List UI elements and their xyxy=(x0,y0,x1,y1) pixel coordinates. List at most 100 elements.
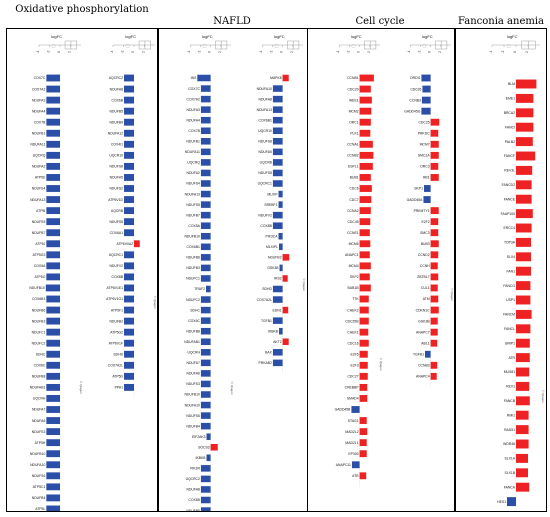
gene-label: ATP6V0A2 xyxy=(116,242,133,246)
bar xyxy=(421,107,431,115)
bar xyxy=(516,482,530,492)
bar xyxy=(516,281,531,291)
gene-label: NDUFS5 xyxy=(186,203,200,207)
gene-label: COX7B xyxy=(188,129,200,133)
gene-label: NDUFS8 xyxy=(258,140,272,144)
axis-label-logfc: logFC xyxy=(51,34,62,39)
gene-label: E2F3 xyxy=(350,364,358,368)
bar xyxy=(516,324,531,334)
bar xyxy=(46,372,60,380)
bar xyxy=(430,295,439,303)
bar xyxy=(359,317,369,325)
gene-label: NDUFV2 xyxy=(109,264,123,268)
bar xyxy=(200,254,211,261)
gene-label: COX6B1 xyxy=(259,118,272,122)
axis-tick-label: 0 xyxy=(357,51,361,53)
bar xyxy=(46,472,60,480)
gene-label: UQCRC1 xyxy=(109,253,123,257)
gene-label: CREBBP xyxy=(345,386,360,390)
bar xyxy=(516,367,530,377)
bar xyxy=(516,468,528,478)
gene-label: NDUFB10 xyxy=(184,234,200,238)
bar xyxy=(282,338,289,346)
bar xyxy=(200,507,211,511)
bar xyxy=(46,273,60,281)
gene-label: COX7A2 xyxy=(32,87,45,91)
gene-label: FANCL xyxy=(504,327,515,331)
gene-label: NDUFA8 xyxy=(187,488,200,492)
bar xyxy=(430,262,438,270)
gene-label: NDUFB5 xyxy=(109,109,123,113)
bar xyxy=(272,138,283,145)
gene-label: EP300 xyxy=(348,452,358,456)
bar xyxy=(46,96,60,104)
bar xyxy=(351,406,360,413)
bar xyxy=(272,317,283,324)
bar xyxy=(200,127,211,135)
gene-label: NDUFA6 xyxy=(187,372,200,376)
bar xyxy=(200,264,211,272)
gene-label: NDUFB3 xyxy=(32,319,46,323)
bar xyxy=(516,180,532,190)
bar xyxy=(516,453,528,463)
gene-label: ATP5O xyxy=(34,275,45,279)
gene-label: GSK3B xyxy=(418,319,430,323)
bar xyxy=(200,95,211,103)
axis-tick-label: -2 xyxy=(501,50,505,53)
gene-label: ATP5F1 xyxy=(111,308,123,312)
chart-cell-cycle: logFC -4 -2 0 2 CCNB1 CDC20 WEE1 MCM2 ORC1 PLK1 CCN… xyxy=(335,34,454,487)
gene-label: NDUFA13 xyxy=(185,192,200,196)
bar xyxy=(516,381,530,391)
gene-label: ATP6V1D xyxy=(108,198,123,202)
bar xyxy=(124,96,134,104)
bar xyxy=(359,262,371,270)
bar xyxy=(46,262,60,270)
bar xyxy=(516,295,531,305)
bar xyxy=(359,85,371,93)
gene-label: MUS81 xyxy=(504,370,515,374)
gene-label: ABL1 xyxy=(421,341,429,345)
gene-label: COX6C xyxy=(188,319,200,323)
bar xyxy=(200,327,211,335)
gene-label: SMC1A xyxy=(418,154,430,158)
bar xyxy=(272,180,283,187)
gene-label: SDHC xyxy=(36,352,46,356)
bar xyxy=(359,229,370,237)
gene-label: SDHC xyxy=(190,308,200,312)
gene-label: SDHD xyxy=(113,352,123,356)
bar xyxy=(516,410,529,420)
bar xyxy=(430,251,439,259)
bar xyxy=(124,151,134,159)
gene-label: UQCR10 xyxy=(258,129,272,133)
bar xyxy=(200,190,211,198)
bar xyxy=(124,218,134,226)
gene-label: ANAPC7 xyxy=(416,330,430,334)
bar xyxy=(359,118,371,126)
bar xyxy=(430,284,438,292)
outlier-glyph xyxy=(422,44,427,48)
bar xyxy=(124,185,134,192)
bar xyxy=(516,396,530,406)
copyright-label: © Qiagen xyxy=(153,296,157,309)
bar xyxy=(282,254,290,261)
gene-label: COX7A2 xyxy=(187,97,200,101)
bar xyxy=(200,232,211,240)
bar xyxy=(359,218,371,226)
bar xyxy=(200,359,211,367)
bar xyxy=(430,317,438,325)
gene-label: NDUFA5 xyxy=(259,150,272,154)
gene-label: NDUFC2 xyxy=(186,298,200,302)
gene-label: FAAP100 xyxy=(501,212,515,216)
gene-label: GSK3B xyxy=(267,266,279,270)
gene-label: CDC7 xyxy=(349,198,358,202)
bar xyxy=(430,129,439,137)
gene-label: ZBTB17 xyxy=(417,275,430,279)
gene-label: NDUFS8 xyxy=(109,220,123,224)
bar-column-1: logFC -4 -2 0 2 COX7C COX7A2 NDUFA3 NDUFA4 COX7B N… xyxy=(29,34,83,511)
gene-label: IKBKB xyxy=(196,456,207,460)
bar xyxy=(430,151,439,159)
gene-label: ESPL1 xyxy=(348,165,359,169)
gene-label: ATP5L xyxy=(35,507,45,511)
bar xyxy=(200,116,211,124)
bar xyxy=(46,140,60,148)
